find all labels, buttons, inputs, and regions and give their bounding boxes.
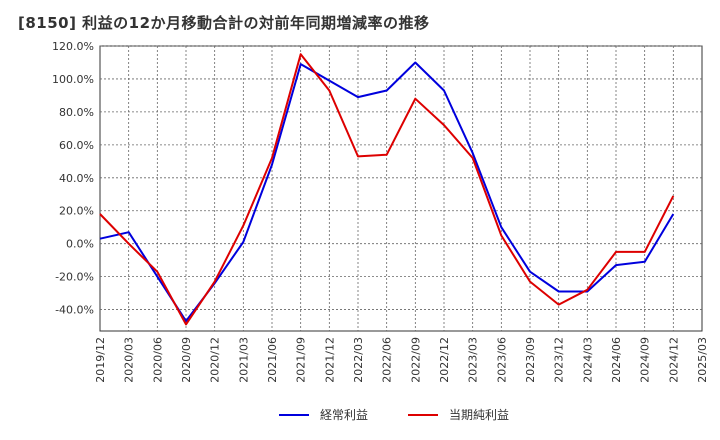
legend-label-2: 当期純利益	[449, 408, 509, 422]
x-tick-label: 2022/12	[438, 337, 451, 383]
x-tick-label: 2022/03	[352, 337, 365, 383]
x-tick-label: 2023/09	[524, 337, 537, 383]
x-tick-label: 2022/09	[409, 337, 422, 383]
legend-label-1: 経常利益	[320, 408, 368, 422]
y-tick-label: 60.0%	[59, 139, 94, 152]
y-tick-label: 20.0%	[59, 205, 94, 218]
x-tick-label: 2021/03	[237, 337, 250, 383]
x-tick-label: 2024/12	[667, 337, 680, 383]
y-tick-label: -20.0%	[55, 271, 94, 284]
y-tick-label: -40.0%	[55, 304, 94, 317]
series-line-2	[99, 53, 675, 326]
y-tick-label: 0.0%	[66, 238, 94, 251]
x-tick-label: 2021/12	[323, 337, 336, 383]
y-tick-label: 40.0%	[59, 172, 94, 185]
chart-title: [8150] 利益の12か月移動合計の対前年同期増減率の推移	[18, 14, 430, 32]
x-tick-label: 2023/12	[553, 337, 566, 383]
x-tick-label: 2025/03	[696, 337, 709, 383]
x-tick-label: 2020/03	[123, 337, 136, 383]
x-tick-label: 2020/06	[151, 337, 164, 383]
x-tick-label: 2021/06	[266, 337, 279, 383]
plot-area	[99, 45, 703, 332]
y-tick-label: 80.0%	[59, 106, 94, 119]
x-tick-label: 2022/06	[381, 337, 394, 383]
x-tick-label: 2023/06	[495, 337, 508, 383]
x-tick-label: 2020/09	[180, 337, 193, 383]
y-tick-label: 120.0%	[52, 40, 94, 53]
y-tick-label: 100.0%	[52, 73, 94, 86]
x-tick-label: 2019/12	[94, 337, 107, 383]
x-tick-label: 2024/03	[581, 337, 594, 383]
x-tick-label: 2020/12	[209, 337, 222, 383]
x-tick-label: 2023/03	[467, 337, 480, 383]
x-tick-label: 2024/06	[610, 337, 623, 383]
x-tick-label: 2021/09	[295, 337, 308, 383]
x-tick-label: 2024/09	[639, 337, 652, 383]
